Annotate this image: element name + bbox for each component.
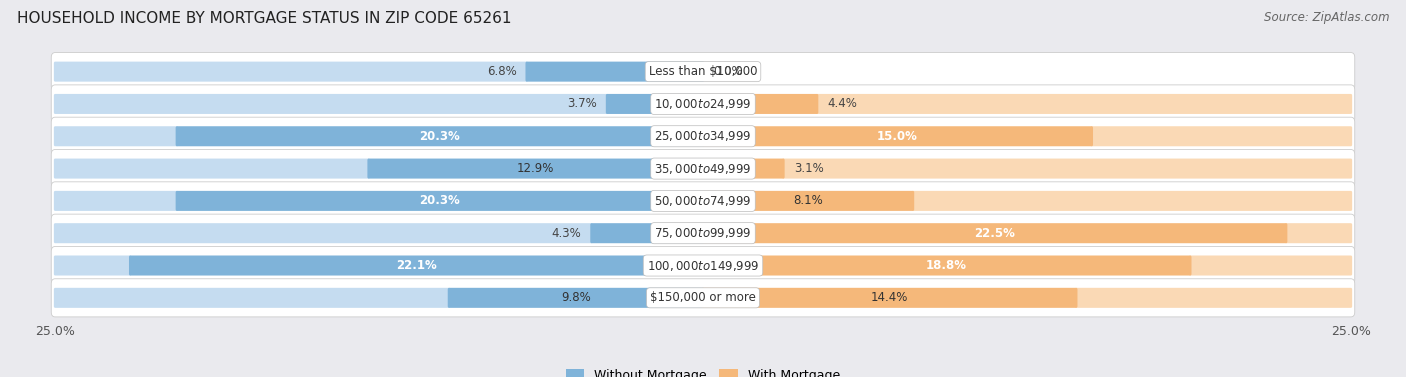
FancyBboxPatch shape	[1189, 256, 1353, 276]
Text: 20.3%: 20.3%	[419, 130, 460, 143]
FancyBboxPatch shape	[815, 94, 1353, 114]
Text: 3.1%: 3.1%	[794, 162, 824, 175]
FancyBboxPatch shape	[702, 191, 914, 211]
Text: $75,000 to $99,999: $75,000 to $99,999	[654, 226, 752, 240]
FancyBboxPatch shape	[51, 85, 1355, 123]
Text: 18.8%: 18.8%	[927, 259, 967, 272]
FancyBboxPatch shape	[447, 288, 704, 308]
Text: $100,000 to $149,999: $100,000 to $149,999	[647, 259, 759, 273]
Text: $25,000 to $34,999: $25,000 to $34,999	[654, 129, 752, 143]
Legend: Without Mortgage, With Mortgage: Without Mortgage, With Mortgage	[565, 369, 841, 377]
FancyBboxPatch shape	[51, 214, 1355, 252]
FancyBboxPatch shape	[129, 256, 704, 276]
Text: 4.4%: 4.4%	[827, 97, 858, 110]
FancyBboxPatch shape	[51, 52, 1355, 91]
FancyBboxPatch shape	[51, 182, 1355, 220]
FancyBboxPatch shape	[53, 159, 370, 179]
FancyBboxPatch shape	[53, 191, 179, 211]
Text: 12.9%: 12.9%	[517, 162, 554, 175]
Text: Less than $10,000: Less than $10,000	[648, 65, 758, 78]
FancyBboxPatch shape	[53, 256, 132, 276]
Text: $10,000 to $24,999: $10,000 to $24,999	[654, 97, 752, 111]
Text: 3.7%: 3.7%	[567, 97, 596, 110]
Text: 15.0%: 15.0%	[877, 130, 918, 143]
FancyBboxPatch shape	[53, 288, 450, 308]
FancyBboxPatch shape	[53, 61, 529, 82]
FancyBboxPatch shape	[702, 256, 1191, 276]
Text: 20.3%: 20.3%	[419, 195, 460, 207]
FancyBboxPatch shape	[176, 126, 704, 146]
Text: 22.1%: 22.1%	[396, 259, 437, 272]
FancyBboxPatch shape	[702, 94, 818, 114]
Text: 6.8%: 6.8%	[486, 65, 516, 78]
FancyBboxPatch shape	[51, 150, 1355, 188]
FancyBboxPatch shape	[1285, 223, 1353, 243]
FancyBboxPatch shape	[51, 279, 1355, 317]
FancyBboxPatch shape	[702, 126, 1092, 146]
FancyBboxPatch shape	[51, 117, 1355, 155]
FancyBboxPatch shape	[702, 288, 1077, 308]
FancyBboxPatch shape	[782, 159, 1353, 179]
Text: Source: ZipAtlas.com: Source: ZipAtlas.com	[1264, 11, 1389, 24]
Text: 0.0%: 0.0%	[713, 65, 742, 78]
Text: HOUSEHOLD INCOME BY MORTGAGE STATUS IN ZIP CODE 65261: HOUSEHOLD INCOME BY MORTGAGE STATUS IN Z…	[17, 11, 512, 26]
FancyBboxPatch shape	[176, 191, 704, 211]
Text: 4.3%: 4.3%	[551, 227, 581, 240]
FancyBboxPatch shape	[526, 61, 704, 82]
FancyBboxPatch shape	[911, 191, 1353, 211]
Text: $150,000 or more: $150,000 or more	[650, 291, 756, 304]
Text: 9.8%: 9.8%	[561, 291, 591, 304]
FancyBboxPatch shape	[53, 94, 609, 114]
FancyBboxPatch shape	[702, 223, 1288, 243]
FancyBboxPatch shape	[51, 247, 1355, 285]
FancyBboxPatch shape	[53, 223, 593, 243]
Text: $35,000 to $49,999: $35,000 to $49,999	[654, 162, 752, 176]
FancyBboxPatch shape	[1074, 288, 1353, 308]
Text: 8.1%: 8.1%	[793, 195, 823, 207]
FancyBboxPatch shape	[1091, 126, 1353, 146]
Text: 22.5%: 22.5%	[974, 227, 1015, 240]
FancyBboxPatch shape	[591, 223, 704, 243]
FancyBboxPatch shape	[53, 126, 179, 146]
FancyBboxPatch shape	[606, 94, 704, 114]
FancyBboxPatch shape	[702, 159, 785, 179]
FancyBboxPatch shape	[367, 159, 704, 179]
Text: 14.4%: 14.4%	[870, 291, 908, 304]
Text: $50,000 to $74,999: $50,000 to $74,999	[654, 194, 752, 208]
